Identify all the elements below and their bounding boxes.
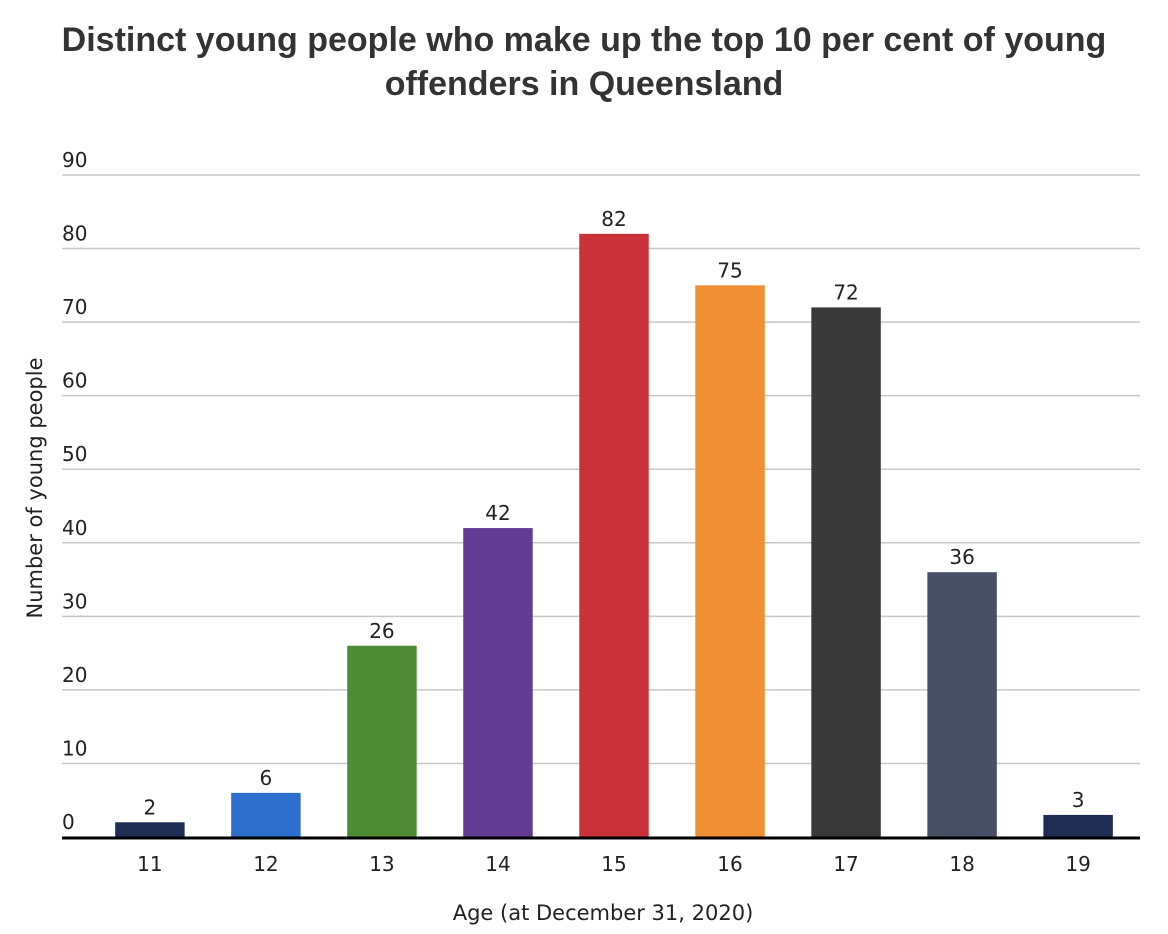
data-label: 36 [949,545,974,569]
y-tick-label: 70 [62,295,87,319]
y-tick-label: 90 [62,148,87,172]
data-label: 2 [144,795,157,819]
y-tick-label: 80 [62,222,87,246]
bar-13 [347,645,417,837]
bar-14 [463,528,533,837]
y-tick-label: 0 [62,810,75,834]
bar-15 [579,233,649,837]
y-tick-label: 50 [62,442,87,466]
x-tick-label: 18 [949,852,974,876]
y-tick-label: 40 [62,516,87,540]
y-axis-ticks: 0 10 20 30 40 50 60 70 80 90 [62,148,87,834]
chart-title: Distinct young people who make up the to… [61,21,1107,103]
x-tick-label: 15 [601,852,626,876]
bars [115,233,1113,837]
y-axis-label: Number of young people [23,357,47,618]
data-label: 42 [485,501,510,525]
x-tick-label: 13 [369,852,394,876]
bar-18 [927,572,997,837]
x-tick-label: 19 [1065,852,1090,876]
bar-19 [1043,814,1113,837]
x-axis-ticks: 11 12 13 14 15 16 17 18 19 [137,852,1091,876]
x-tick-label: 11 [137,852,162,876]
data-label: 26 [369,619,394,643]
y-tick-label: 10 [62,736,87,760]
data-label: 82 [601,207,626,231]
x-tick-label: 12 [253,852,278,876]
bar-17 [811,307,881,837]
x-tick-label: 16 [717,852,742,876]
data-label: 72 [833,280,858,304]
y-tick-label: 30 [62,589,87,613]
data-label: 6 [260,766,273,790]
x-axis-label: Age (at December 31, 2020) [453,901,754,925]
data-label: 75 [717,258,742,282]
y-tick-label: 20 [62,663,87,687]
bar-11 [115,822,185,837]
bar-12 [231,792,301,837]
data-label: 3 [1072,788,1085,812]
y-tick-label: 60 [62,369,87,393]
x-tick-label: 17 [833,852,858,876]
bar-16 [695,285,765,837]
x-tick-label: 14 [485,852,510,876]
